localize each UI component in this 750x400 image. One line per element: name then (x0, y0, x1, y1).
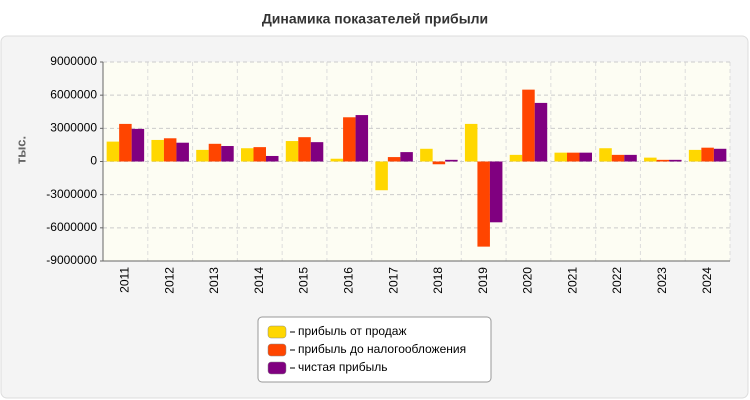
bar (432, 161, 446, 165)
bar (298, 137, 311, 162)
bar (253, 147, 266, 162)
y-tick-label: 0 (90, 154, 97, 168)
bar (119, 123, 132, 162)
bar (534, 102, 548, 162)
bar (701, 147, 714, 162)
legend-swatch (267, 325, 287, 339)
legend-label: чистая прибыль (298, 360, 387, 374)
bar (241, 148, 254, 162)
bar (477, 161, 490, 247)
x-tick-label: 2015 (297, 267, 311, 294)
bar (688, 149, 702, 162)
x-tick-label: 2022 (610, 267, 624, 294)
legend-swatch (267, 343, 287, 357)
bar (713, 148, 727, 162)
bar (624, 154, 637, 162)
bar (266, 155, 279, 162)
x-tick-label: 2024 (700, 267, 714, 294)
bar (330, 158, 344, 162)
bar (579, 152, 592, 162)
bar (163, 138, 177, 162)
x-tick-label: 2013 (207, 267, 221, 294)
bar (445, 159, 458, 162)
x-tick-label: 2014 (252, 267, 266, 294)
x-tick-label: 2011 (118, 267, 132, 293)
legend-label: прибыль до налогообложения (298, 342, 466, 356)
legend-swatch (267, 361, 287, 375)
y-tick-label: -3000000 (46, 187, 97, 201)
x-tick-label: 2019 (476, 267, 490, 294)
bar (489, 161, 503, 223)
y-tick-label: 6000000 (50, 87, 97, 101)
bar (567, 152, 580, 162)
bar (387, 157, 401, 162)
bar (400, 152, 413, 162)
bar (509, 154, 523, 162)
bar (355, 115, 369, 162)
bar (611, 154, 625, 162)
x-tick-label: 2021 (565, 267, 579, 294)
y-axis-title: тыс. (13, 136, 28, 164)
bar (554, 152, 567, 162)
bar (599, 148, 612, 162)
bar (644, 157, 657, 162)
bar (208, 143, 222, 162)
y-tick-label: -9000000 (46, 253, 97, 267)
y-tick-label: 3000000 (50, 121, 97, 135)
bar (656, 159, 670, 162)
bar (221, 146, 234, 162)
bar (285, 141, 299, 162)
x-tick-label: 2012 (162, 267, 176, 294)
bar (375, 161, 388, 191)
bar (310, 142, 324, 162)
bar (196, 149, 209, 162)
bar (464, 123, 478, 162)
bar (343, 117, 356, 162)
bar (420, 148, 433, 162)
bar (151, 139, 164, 162)
x-tick-label: 2016 (341, 267, 355, 294)
x-tick-label: 2018 (431, 267, 445, 294)
x-tick-label: 2017 (386, 267, 400, 294)
x-tick-label: 2023 (655, 267, 669, 294)
legend-label: прибыль от продаж (298, 324, 407, 338)
bar (669, 159, 682, 162)
bar (131, 128, 145, 162)
bar (176, 142, 189, 162)
legend (257, 316, 492, 383)
bar (106, 141, 120, 162)
y-tick-label: 9000000 (50, 54, 97, 68)
x-tick-label: 2020 (521, 267, 535, 294)
bar (522, 89, 535, 162)
y-tick-label: -6000000 (46, 220, 97, 234)
chart-title: Динамика показателей прибыли (262, 11, 488, 27)
